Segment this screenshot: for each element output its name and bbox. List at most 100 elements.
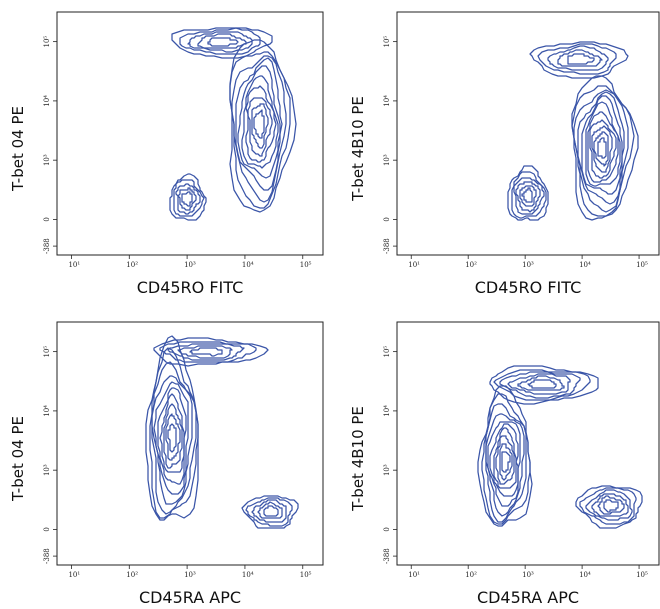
contour-line — [247, 97, 273, 157]
contour-layer — [169, 27, 297, 221]
contour-line — [557, 49, 603, 67]
contour-line — [495, 435, 515, 485]
x-tick-label: 10¹ — [68, 571, 80, 579]
contour-line — [177, 187, 197, 211]
contour-line — [567, 53, 595, 65]
contour-line — [513, 177, 545, 215]
contour-line — [593, 131, 609, 167]
contour-line — [263, 505, 279, 517]
contour-line — [235, 57, 283, 191]
y-tick-label: 10⁵ — [43, 36, 51, 48]
contour-line — [589, 119, 617, 179]
contour-line — [197, 33, 247, 49]
x-tick-label: 10⁴ — [242, 261, 254, 269]
x-tick-label: 10³ — [522, 261, 534, 269]
contour-line — [245, 85, 277, 163]
y-axis-label: T-bet 04 PE — [9, 416, 27, 502]
x-tick-label: 10² — [465, 261, 477, 269]
contour-line — [167, 343, 245, 361]
contour-line — [597, 495, 625, 515]
contour-line — [489, 365, 599, 405]
panel-1: 10¹ 10² 10³ 10⁴ 10⁵ -388 0 10³ 10⁴ 10⁵ CD45RO FITC… — [9, 11, 324, 297]
contour-line — [237, 65, 281, 179]
x-tick-label: 10⁴ — [579, 571, 591, 579]
y-tick-label: 0 — [43, 527, 51, 531]
contour-line — [251, 499, 287, 523]
x-tick-label: 10² — [126, 571, 138, 579]
contour-line — [177, 345, 233, 359]
contour-layer — [477, 365, 643, 529]
y-tick-label: 0 — [383, 527, 391, 531]
contour-line — [521, 187, 533, 203]
contour-line — [547, 45, 609, 71]
y-tick-label: 10³ — [43, 464, 51, 476]
contour-line — [515, 181, 541, 213]
x-tick-label: 10⁵ — [636, 571, 648, 579]
contour-line — [157, 387, 187, 485]
y-tick-label: 0 — [43, 217, 51, 221]
contour-line — [207, 37, 239, 47]
contour-layer — [145, 335, 299, 529]
contour-line — [189, 347, 223, 357]
contour-line — [507, 373, 571, 395]
contour-line — [171, 27, 273, 59]
contour-line — [167, 423, 177, 453]
x-tick-label: 10³ — [184, 571, 196, 579]
contour-line — [485, 413, 525, 517]
y-tick-label: 10⁴ — [383, 405, 391, 417]
y-tick-label: -388 — [383, 548, 391, 564]
contour-line — [537, 43, 617, 75]
x-axis-label: CD45RA APC — [477, 588, 579, 607]
contour-line — [145, 335, 199, 521]
contour-line — [597, 137, 607, 159]
contour-line — [163, 403, 183, 469]
contour-line — [175, 183, 201, 215]
contour-line — [179, 27, 261, 55]
contour-line — [153, 381, 189, 495]
contour-line — [181, 191, 193, 207]
contour-line — [153, 337, 269, 367]
contour-line — [507, 165, 549, 221]
contour-line — [579, 487, 637, 525]
contour-line — [591, 125, 613, 173]
contour-line — [501, 451, 511, 473]
y-tick-label: 10⁴ — [383, 95, 391, 107]
y-tick-label: -388 — [43, 548, 51, 564]
y-tick-label: -388 — [383, 238, 391, 254]
contour-line — [489, 423, 519, 497]
contour-layer — [507, 41, 639, 221]
y-tick-label: 10⁵ — [383, 36, 391, 48]
contour-line — [481, 393, 531, 525]
contour-line — [169, 173, 207, 221]
contour-line — [477, 385, 533, 527]
contour-line — [585, 489, 633, 521]
contour-line — [151, 375, 193, 505]
contour-line — [241, 75, 279, 169]
x-tick-label: 10⁴ — [242, 571, 254, 579]
panel-3: 10¹ 10² 10³ 10⁴ 10⁵ -388 0 10³ 10⁴ 10⁵ CD45RA APC T… — [9, 321, 324, 607]
x-axis-label: CD45RA APC — [139, 588, 241, 607]
contour-line — [173, 179, 205, 217]
contour-line — [517, 375, 565, 391]
contour-line — [253, 109, 265, 139]
contour-line — [577, 91, 625, 205]
contour-line — [151, 361, 197, 515]
contour-line — [511, 171, 547, 219]
contour-line — [581, 95, 623, 195]
y-tick-label: -388 — [43, 238, 51, 254]
x-tick-label: 10² — [465, 571, 477, 579]
y-tick-label: 10⁵ — [43, 346, 51, 358]
x-tick-label: 10¹ — [68, 261, 80, 269]
contour-line — [149, 347, 199, 519]
contour-line — [251, 103, 269, 149]
y-tick-label: 0 — [383, 217, 391, 221]
contour-line — [241, 495, 299, 529]
x-tick-label: 10⁵ — [300, 571, 312, 579]
contour-line — [493, 427, 517, 489]
contour-line — [487, 421, 521, 507]
y-tick-label: 10³ — [383, 154, 391, 166]
y-axis-label: T-bet 04 PE — [9, 106, 27, 192]
x-tick-label: 10⁵ — [636, 261, 648, 269]
y-tick-label: 10³ — [383, 464, 391, 476]
